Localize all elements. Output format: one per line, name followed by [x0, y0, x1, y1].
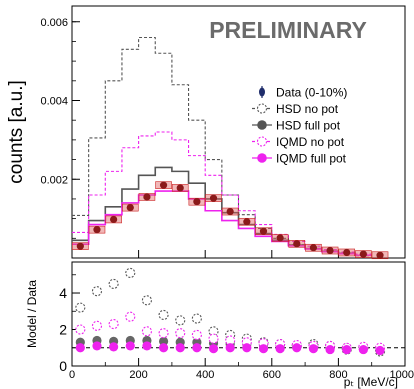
- ratio-point-filled: [275, 344, 285, 354]
- ratio-x-tick-label: 600: [263, 369, 281, 381]
- data-point: [193, 198, 201, 206]
- data-point: [93, 226, 101, 234]
- ratio-point-open: [208, 326, 219, 337]
- ratio-x-tick-label: 0: [69, 369, 75, 381]
- ratio-point-open: [175, 328, 186, 339]
- data-point: [309, 244, 318, 252]
- ratio-point-open: [175, 315, 186, 326]
- ratio-point-open: [91, 320, 103, 331]
- data-point: [159, 181, 168, 189]
- ratio-point-filled: [142, 341, 152, 351]
- ratio-y-tick-label: 2: [59, 322, 67, 338]
- ratio-y-tick-label: 4: [59, 285, 67, 301]
- ratio-point-filled: [375, 345, 385, 356]
- data-point: [226, 207, 234, 216]
- data-point: [126, 204, 134, 212]
- data-point: [359, 250, 367, 258]
- data-point: [343, 248, 351, 257]
- data-point: [76, 242, 84, 250]
- ratio-point-open: [125, 311, 136, 322]
- top-y-tick-label: 0.002: [40, 174, 68, 186]
- ratio-panel: 0 2 4 0 200 400 600 800 1000 Model / Data pₜ [MeV/…: [25, 261, 414, 389]
- ratio-x-tick-label: 800: [329, 369, 347, 381]
- top-panel: 0.002 0.004 0.006 counts [a.u.] PRELIMINARY D…: [6, 5, 406, 260]
- data-point: [209, 194, 218, 202]
- ratio-point-filled: [109, 342, 119, 352]
- legend-data-marker: [259, 87, 265, 97]
- ratio-point-filled: [208, 344, 219, 354]
- ratio-x-tick-label: 400: [196, 369, 214, 381]
- ratio-point-filled: [242, 343, 252, 353]
- data-point: [143, 193, 151, 201]
- ratio-point-filled: [125, 341, 135, 351]
- legend-item: IQMD no pot: [252, 135, 345, 149]
- top-frame: [71, 5, 406, 259]
- ratio-point-open: [158, 328, 169, 339]
- preliminary-stamp: PRELIMINARY: [209, 17, 367, 43]
- ratio-point-open: [225, 335, 236, 346]
- ratio-x-tick-label: 200: [129, 369, 147, 381]
- legend-item: Data (0-10%): [259, 86, 347, 100]
- data-point: [376, 251, 384, 259]
- legend-open-marker: [256, 136, 268, 147]
- data-point: [276, 234, 284, 242]
- ratio-point-filled: [158, 343, 169, 353]
- ratio-point-open: [158, 309, 169, 320]
- legend-label: IQMD no pot: [276, 135, 345, 149]
- legend-item: HSD no pot: [252, 102, 339, 116]
- ratio-point-open: [108, 318, 119, 330]
- ratio-point-open: [75, 302, 86, 313]
- top-y-axis-label: counts [a.u.]: [6, 80, 27, 184]
- legend-label: HSD no pot: [276, 102, 339, 116]
- ratio-point-open: [208, 333, 219, 344]
- ratio-point-filled: [342, 344, 352, 355]
- ratio-point-filled: [292, 343, 302, 353]
- ratio-point-filled: [258, 344, 269, 354]
- ratio-x-tick-label: 1000: [390, 369, 414, 381]
- ratio-point-filled: [325, 344, 335, 355]
- data-point: [293, 240, 301, 248]
- ratio-point-open: [141, 326, 152, 337]
- data-point: [176, 184, 184, 192]
- legend-filled-marker: [257, 120, 267, 130]
- ratio-point-filled: [358, 344, 368, 355]
- ratio-point-open: [91, 286, 103, 297]
- data-point: [326, 246, 334, 255]
- ratio-point-filled: [92, 341, 102, 351]
- legend-open-marker: [256, 103, 268, 114]
- legend-item: IQMD full pot: [252, 152, 347, 166]
- legend-label: HSD full pot: [276, 119, 341, 133]
- top-y-tick-label: 0.006: [40, 17, 68, 29]
- ratio-point-open: [141, 295, 152, 306]
- ratio-y-tick-label: 0: [59, 358, 67, 374]
- ratio-point-open: [191, 313, 202, 324]
- data-point: [259, 227, 268, 235]
- ratio-point-filled: [192, 343, 202, 353]
- ratio-y-axis-label: Model / Data: [25, 280, 39, 348]
- histogram-iqmd-no-pot: [72, 131, 372, 255]
- top-y-tick-label: 0.004: [40, 96, 68, 108]
- legend-item: HSD full pot: [252, 119, 341, 133]
- ratio-frame: [71, 261, 406, 367]
- ratio-point-filled: [158, 336, 169, 346]
- ratio-point-filled: [175, 343, 185, 353]
- ratio-point-open: [75, 324, 86, 335]
- legend-label: IQMD full pot: [276, 152, 347, 166]
- data-point: [110, 215, 118, 224]
- x-axis-label: pₜ [MeV/c]: [344, 375, 398, 389]
- ratio-point-open: [108, 278, 119, 289]
- ratio-point-open: [125, 267, 136, 278]
- ratio-point-filled: [225, 343, 235, 353]
- histogram-iqmd-full-pot: [72, 190, 372, 257]
- ratio-point-open: [191, 329, 202, 341]
- ratio-point-filled: [75, 343, 85, 353]
- legend-label: Data (0-10%): [276, 86, 347, 100]
- legend-filled-marker: [257, 153, 267, 163]
- ratio-point-filled: [308, 344, 319, 354]
- data-point: [243, 218, 251, 226]
